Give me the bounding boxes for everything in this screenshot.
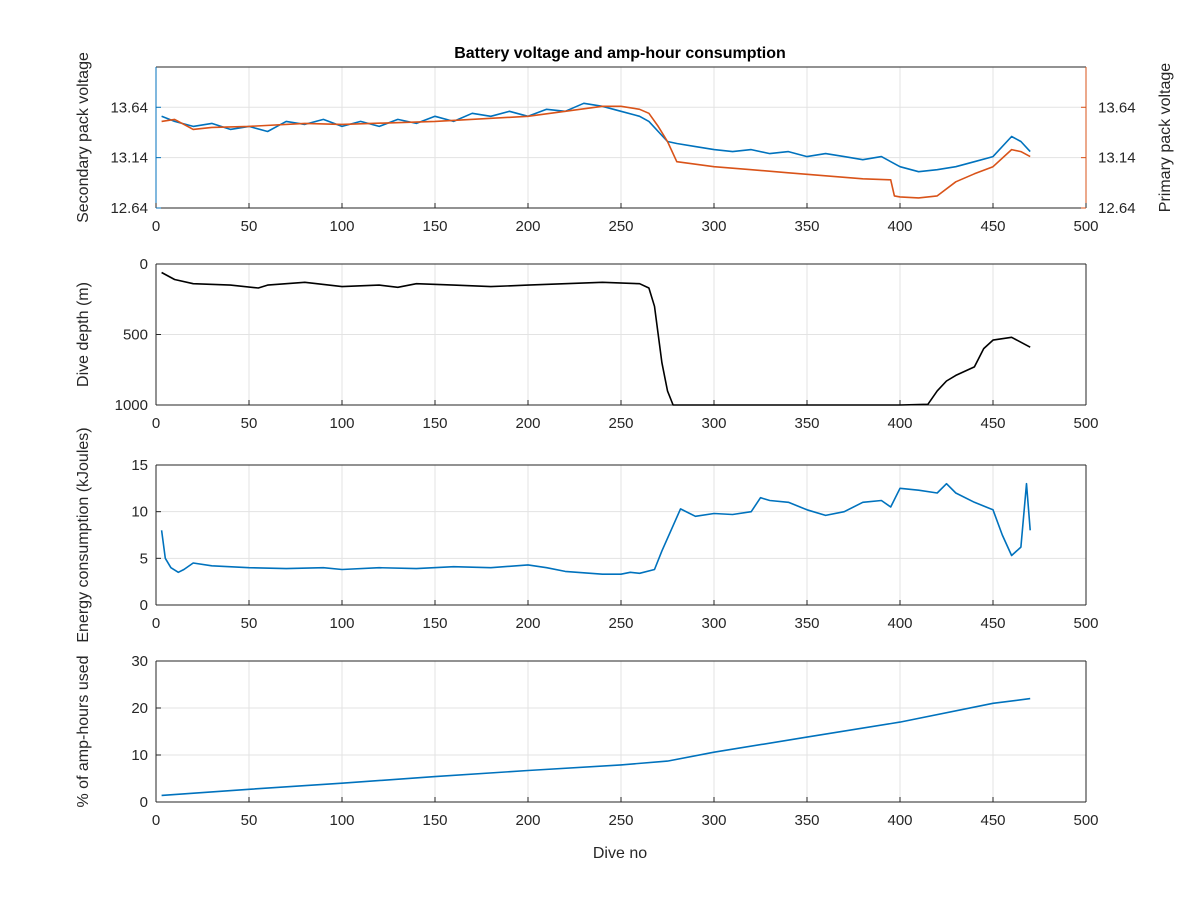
x-tick-label: 450 xyxy=(980,218,1005,235)
chart-panel-1: 0 50 100 150 200 250 300 350 400 450 500 0 500 1000 Di… xyxy=(75,256,1099,432)
x-tick-label: 200 xyxy=(515,415,540,432)
x-tick-label: 300 xyxy=(701,218,726,235)
chart-panel-0: 0 50 100 150 200 250 300 350 400 450 50012.6413.14… xyxy=(75,52,1174,235)
x-tick-label: 250 xyxy=(608,218,633,235)
y-tick-label: 20 xyxy=(131,700,148,717)
y2-axis-label: Primary pack voltage xyxy=(1157,63,1174,212)
y-tick-label: 15 xyxy=(131,457,148,474)
x-tick-label: 50 xyxy=(241,615,258,632)
x-tick-label: 100 xyxy=(329,218,354,235)
x-tick-label: 300 xyxy=(701,812,726,829)
series-line-1 xyxy=(161,105,1031,199)
y-tick-label: 0 xyxy=(140,794,148,811)
x-tick-label: 200 xyxy=(515,812,540,829)
x-tick-label: 350 xyxy=(794,812,819,829)
x-tick-label: 250 xyxy=(608,812,633,829)
x-tick-label: 0 xyxy=(152,615,160,632)
x-tick-label: 500 xyxy=(1073,218,1098,235)
y-tick-label: 10 xyxy=(131,504,148,521)
y-tick-label: 500 xyxy=(123,327,148,344)
y-axis-label: Dive depth (m) xyxy=(75,282,92,387)
x-tick-label: 150 xyxy=(422,615,447,632)
x-tick-label: 150 xyxy=(422,218,447,235)
x-tick-label: 500 xyxy=(1073,615,1098,632)
x-tick-label: 500 xyxy=(1073,812,1098,829)
x-tick-label: 150 xyxy=(422,415,447,432)
x-tick-label: 100 xyxy=(329,812,354,829)
chart-panel-3: 0 50 100 150 200 250 300 350 400 450 500 0 10 20 30 % o… xyxy=(75,653,1099,829)
y-tick-label: 0 xyxy=(140,597,148,614)
x-tick-label: 250 xyxy=(608,415,633,432)
x-tick-label: 400 xyxy=(887,812,912,829)
x-tick-label: 400 xyxy=(887,615,912,632)
y-tick-label: 13.64 xyxy=(110,99,148,116)
y-tick-label: 10 xyxy=(131,747,148,764)
x-tick-label: 300 xyxy=(701,415,726,432)
series-line-0 xyxy=(161,697,1031,797)
x-tick-label: 150 xyxy=(422,812,447,829)
xlabel: Dive no xyxy=(593,845,647,862)
y-axis-label: Energy consumption (kJoules) xyxy=(75,427,92,642)
x-tick-label: 200 xyxy=(515,218,540,235)
x-tick-label: 450 xyxy=(980,812,1005,829)
x-tick-label: 350 xyxy=(794,218,819,235)
y-tick-label: 30 xyxy=(131,653,148,670)
x-tick-label: 450 xyxy=(980,415,1005,432)
x-tick-label: 100 xyxy=(329,415,354,432)
x-tick-label: 400 xyxy=(887,218,912,235)
x-tick-label: 50 xyxy=(241,218,258,235)
x-tick-label: 0 xyxy=(152,415,160,432)
y-tick-label: 5 xyxy=(140,550,148,567)
x-tick-label: 350 xyxy=(794,615,819,632)
y-axis-label: % of amp-hours used xyxy=(75,655,92,807)
x-tick-label: 50 xyxy=(241,415,258,432)
x-tick-label: 300 xyxy=(701,615,726,632)
series-line-0 xyxy=(160,482,1031,576)
y2-tick-label: 12.64 xyxy=(1098,200,1136,217)
y-tick-label: 12.64 xyxy=(110,200,148,217)
x-tick-label: 250 xyxy=(608,615,633,632)
x-tick-label: 450 xyxy=(980,615,1005,632)
x-tick-label: 500 xyxy=(1073,415,1098,432)
series-line-0 xyxy=(161,271,1031,406)
y-tick-label: 13.14 xyxy=(110,150,148,167)
figure-title: Battery voltage and amp-hour consumption xyxy=(454,45,786,62)
chart-panel-2: 0 50 100 150 200 250 300 350 400 450 500 0 5 10 15 Ener… xyxy=(75,427,1099,642)
x-tick-label: 200 xyxy=(515,615,540,632)
x-tick-label: 0 xyxy=(152,812,160,829)
y-tick-label: 0 xyxy=(140,256,148,273)
series-line-0 xyxy=(161,102,1031,173)
x-tick-label: 350 xyxy=(794,415,819,432)
x-tick-label: 0 xyxy=(152,218,160,235)
y2-tick-label: 13.14 xyxy=(1098,150,1136,167)
y2-tick-label: 13.64 xyxy=(1098,99,1136,116)
y-tick-label: 1000 xyxy=(115,397,148,414)
x-tick-label: 100 xyxy=(329,615,354,632)
y-axis-label: Secondary pack voltage xyxy=(75,52,92,223)
x-tick-label: 400 xyxy=(887,415,912,432)
x-tick-label: 50 xyxy=(241,812,258,829)
